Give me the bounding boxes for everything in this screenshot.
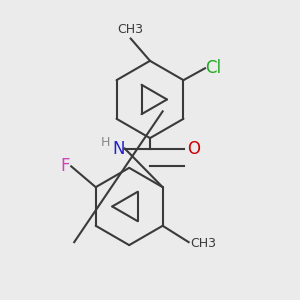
Text: N: N [112, 140, 125, 158]
Text: O: O [187, 140, 200, 158]
Text: CH3: CH3 [190, 237, 216, 250]
Text: H: H [100, 136, 110, 149]
Text: Cl: Cl [205, 59, 221, 77]
Text: F: F [60, 157, 70, 175]
Text: CH3: CH3 [118, 23, 144, 37]
